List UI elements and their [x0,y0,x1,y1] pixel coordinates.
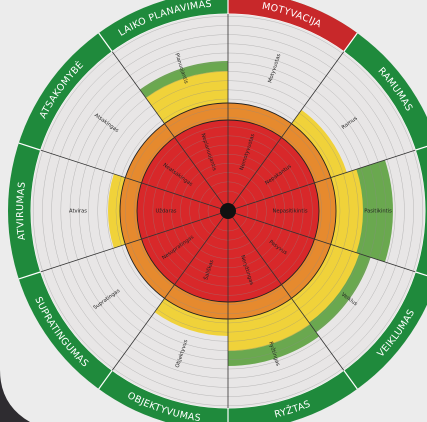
ring-separator [18,271,41,280]
sector-spoke [227,210,345,371]
sectors-layer [30,14,425,408]
sector-10 [30,150,229,272]
hub [220,203,236,219]
sector-7 [228,211,344,408]
ring-separator [98,32,113,52]
sector-outer-label: Pasitikintis [364,209,392,215]
ring-separator [415,142,427,151]
spokes-layer [18,0,427,422]
red-core [174,211,228,302]
sector-spoke [40,210,229,273]
motivation-accent-arc [228,0,358,52]
sector-5 [228,150,425,272]
sector-4 [228,51,416,211]
ring-separator [18,142,41,151]
red-core [228,120,282,211]
red-core [228,182,319,240]
sector-3 [228,14,344,211]
sector-outer-label: Atviras [69,209,87,215]
sector-spoke [111,51,229,212]
ring-separator [343,32,358,52]
sector-spoke [227,51,345,212]
ring-separator [415,271,427,280]
ring-separator [98,370,113,390]
sector-spoke [40,149,229,212]
red-core [137,182,228,240]
sector-spoke [111,210,229,371]
sector-spoke [227,149,416,212]
red-core [228,211,282,302]
red-core [174,120,228,211]
sector-inner-label: Uždaras [155,208,176,215]
sector-inner-label: Nepasitikintis [272,209,307,215]
ring-separator [343,370,358,390]
outer-label: ATVIRUMAS [15,181,28,241]
sector-8 [112,211,228,408]
sector-spoke [227,210,416,273]
